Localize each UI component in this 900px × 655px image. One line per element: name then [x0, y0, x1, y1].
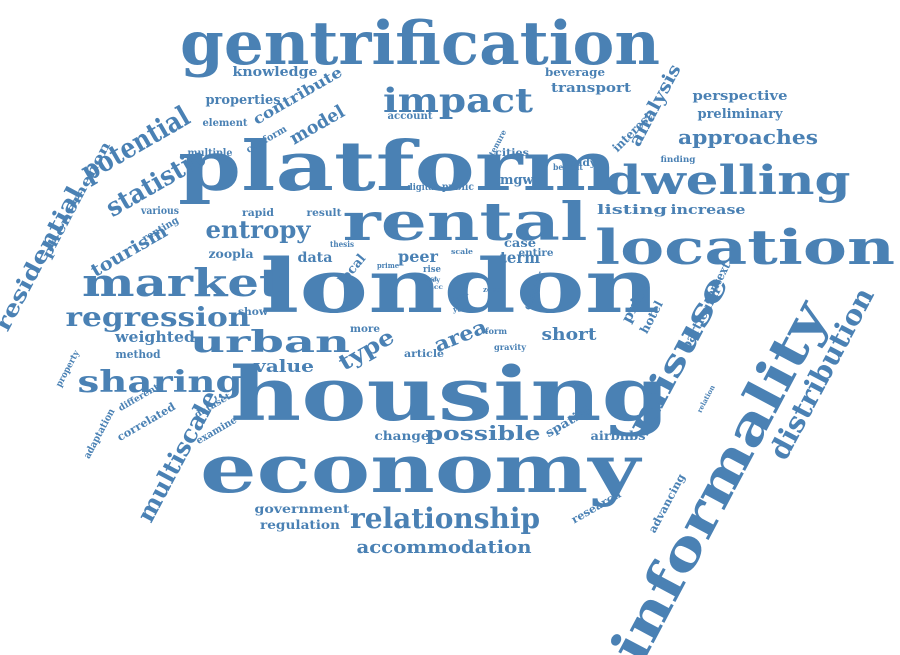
word-key: key: [428, 277, 441, 284]
word-mgwr: mgwr: [500, 173, 540, 188]
word-rental: rental: [343, 192, 588, 253]
word-more: more: [350, 324, 380, 335]
word-group: gentrification housing london platform econo…: [0, 9, 895, 655]
word-show: show: [238, 307, 268, 318]
word-increase: increase: [671, 203, 746, 218]
word-transport: transport: [551, 81, 631, 96]
word-london: london: [260, 244, 660, 330]
word-relationship: relationship: [350, 502, 540, 535]
word-result: result: [307, 208, 342, 219]
word-value: value: [253, 357, 314, 377]
word-weighted: weighted: [114, 328, 196, 346]
word-adaptation: adaptation: [82, 406, 118, 460]
word-zone: zone: [483, 285, 502, 294]
word-platform: platform: [178, 127, 618, 207]
word-data: data: [298, 250, 333, 266]
word-sharing: sharing: [78, 365, 243, 400]
word-relation: relation: [695, 383, 717, 414]
word-change: change: [375, 429, 430, 443]
word-housing: housing: [230, 352, 670, 438]
word-market: market: [82, 260, 283, 305]
word-government: government: [255, 502, 351, 516]
word-form: form: [485, 326, 508, 336]
word-peer: peer: [398, 247, 439, 266]
word-various: various: [140, 206, 179, 217]
word-rise: rise: [423, 265, 441, 275]
word-zoopla: zoopla: [209, 247, 254, 261]
word-perspective: perspective: [693, 89, 788, 104]
word-airbnbs: airbnbs: [591, 429, 646, 443]
word-entropy: entropy: [206, 215, 312, 244]
word-public: public: [442, 182, 474, 193]
word-knowledge: knowledge: [233, 65, 318, 80]
word-gravity: gravity: [494, 342, 526, 352]
word-entire: entire: [519, 248, 554, 259]
word-gentrification: gentrification: [180, 9, 660, 79]
word-account: account: [388, 111, 433, 122]
word-dwelling: dwelling: [606, 157, 851, 204]
word-approaches: approaches: [678, 125, 818, 149]
word-short: short: [542, 325, 597, 345]
word-digital: digital: [407, 183, 438, 193]
word-properties: properties: [206, 93, 281, 108]
word-finding: finding: [661, 154, 696, 164]
word-preliminary: preliminary: [698, 107, 783, 122]
word-scale: scale: [451, 247, 474, 256]
word-regulation: regulation: [260, 518, 340, 532]
word-case: case: [504, 236, 536, 250]
word-listing: listing: [597, 203, 667, 218]
word-location: location: [595, 220, 895, 276]
word-beverage: beverage: [545, 66, 605, 79]
word-impact: impact: [383, 81, 533, 121]
word-regression: regression: [66, 303, 251, 333]
word-study: study: [564, 158, 597, 169]
word-urban: urban: [190, 325, 350, 360]
word-term: term: [500, 248, 540, 267]
word-cities: cities: [495, 148, 529, 159]
word-prime: prime: [377, 261, 400, 270]
word-economy: economy: [200, 430, 642, 508]
word-method: method: [116, 348, 161, 361]
word-accommodation: accommodation: [357, 537, 532, 558]
word-benefit: benefit: [553, 162, 583, 172]
word-thesis: thesis: [330, 239, 354, 249]
word-last: last: [423, 276, 438, 283]
word-article: article: [404, 349, 444, 360]
word-element: element: [203, 118, 248, 129]
word-multiple: multiple: [188, 148, 233, 159]
word-rapid: rapid: [242, 208, 274, 219]
word-acc: acc: [429, 284, 443, 291]
word-year: year: [452, 305, 471, 314]
word-possible: possible: [426, 421, 541, 445]
